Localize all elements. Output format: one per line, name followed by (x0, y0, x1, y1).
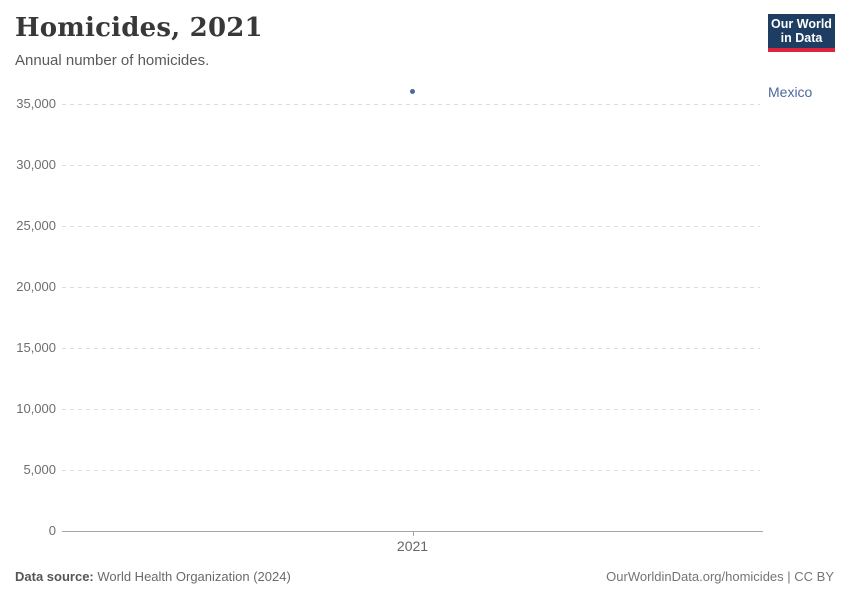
gridline (62, 104, 760, 105)
gridline (62, 409, 760, 410)
chart-subtitle: Annual number of homicides. (15, 52, 210, 69)
series-label-mexico[interactable]: Mexico (768, 83, 813, 100)
y-tick-label: 10,000 (16, 401, 56, 416)
x-axis-tick (412, 531, 414, 536)
page-title: Homicides, 2021 (15, 13, 263, 43)
gridline (62, 287, 760, 288)
y-tick-label: 25,000 (16, 218, 56, 233)
data-source: Data source: World Health Organization (… (15, 569, 291, 584)
y-tick-label: 5,000 (23, 462, 56, 477)
data-source-label: Data source: (15, 569, 94, 584)
gridline (62, 165, 760, 166)
data-point-mexico[interactable] (409, 89, 415, 95)
y-tick-label: 15,000 (16, 340, 56, 355)
y-tick-label: 35,000 (16, 96, 56, 111)
owid-logo-line2: in Data (780, 31, 823, 45)
y-tick-label: 30,000 (16, 157, 56, 172)
owid-logo[interactable]: Our World in Data (768, 14, 835, 52)
owid-logo-line1: Our World (771, 17, 832, 31)
credit-link[interactable]: OurWorldinData.org/homicides | CC BY (606, 569, 834, 584)
y-tick-label: 0 (48, 523, 56, 538)
y-tick-label: 20,000 (16, 279, 56, 294)
gridline (62, 470, 760, 471)
data-source-value: World Health Organization (2024) (93, 569, 291, 584)
gridline (62, 226, 760, 227)
x-tick-label: 2021 (396, 538, 429, 554)
gridline (62, 348, 760, 349)
